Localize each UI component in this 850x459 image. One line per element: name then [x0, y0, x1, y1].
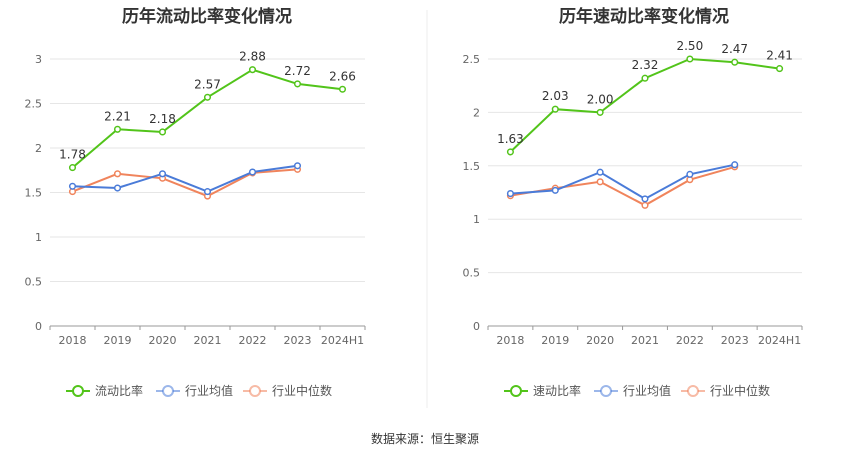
y-tick-label: 1.5 — [463, 160, 481, 173]
x-tick-label: 2020 — [586, 334, 614, 347]
x-tick-label: 2024H1 — [758, 334, 801, 347]
legend-label: 行业均值 — [623, 383, 671, 398]
legend-marker — [249, 385, 261, 397]
data-label: 2.18 — [149, 112, 176, 126]
data-point — [731, 58, 739, 66]
legend-marker — [162, 385, 174, 397]
y-tick-label: 1 — [35, 231, 42, 244]
data-label: 2.50 — [676, 39, 703, 53]
data-label: 2.88 — [239, 50, 266, 64]
legend-label: 速动比率 — [533, 383, 581, 398]
legend-marker — [687, 385, 699, 397]
legend-label: 行业均值 — [185, 383, 233, 398]
series-line — [510, 165, 735, 207]
y-tick-label: 1 — [473, 213, 480, 226]
x-tick-label: 2022 — [239, 334, 267, 347]
data-point — [248, 66, 257, 74]
y-tick-label: 0.5 — [25, 276, 43, 289]
data-point — [686, 170, 694, 178]
data-label: 2.32 — [632, 58, 659, 72]
data-point — [68, 164, 77, 172]
legend-marker — [600, 385, 612, 397]
y-tick-label: 2.5 — [463, 53, 481, 66]
legend-label: 流动比率 — [95, 383, 143, 398]
y-tick-label: 2 — [35, 142, 42, 155]
data-point — [731, 161, 739, 169]
data-label: 1.78 — [59, 148, 86, 162]
data-point — [113, 170, 122, 178]
y-tick-label: 0.5 — [463, 267, 481, 280]
y-tick-label: 2.5 — [25, 98, 43, 111]
y-tick-label: 1.5 — [25, 187, 43, 200]
series-line — [510, 163, 735, 201]
legend-marker — [510, 385, 522, 397]
data-label: 1.63 — [497, 132, 524, 146]
y-tick-label: 3 — [35, 53, 42, 66]
data-point — [551, 186, 559, 194]
current-ratio-chart: 历年流动比率变化情况 0 0.5 1 1.5 2 2.5 3 2018 2019 2020 2021 2… — [25, 6, 366, 398]
data-point — [338, 85, 347, 93]
legend-marker — [72, 385, 84, 397]
data-point — [158, 170, 167, 178]
data-point — [293, 80, 302, 88]
x-tick-label: 2019 — [104, 334, 132, 347]
data-point — [158, 128, 167, 136]
series-line — [509, 57, 780, 153]
data-point — [113, 184, 122, 192]
series-line — [72, 164, 298, 193]
series-line — [72, 168, 298, 198]
data-label: 2.66 — [329, 69, 356, 83]
data-label: 2.57 — [194, 77, 221, 91]
data-point — [641, 74, 649, 82]
x-tick-label: 2021 — [631, 334, 659, 347]
data-label: 2.41 — [766, 49, 793, 63]
x-tick-label: 2023 — [284, 334, 312, 347]
x-tick-label: 2018 — [59, 334, 87, 347]
data-point — [641, 195, 649, 203]
chart-title: 历年速动比率变化情况 — [559, 6, 729, 27]
data-point — [113, 125, 122, 133]
data-point — [293, 162, 302, 170]
x-tick-label: 2019 — [541, 334, 569, 347]
y-tick-label: 2 — [473, 106, 480, 119]
data-point — [506, 148, 514, 156]
x-tick-label: 2023 — [721, 334, 749, 347]
quick-ratio-chart: 历年速动比率变化情况 0 0.5 1 1.5 2 2.5 2018 2019 2020 2021 20… — [463, 6, 803, 398]
x-tick-label: 2024H1 — [321, 334, 364, 347]
data-label: 2.72 — [284, 64, 311, 78]
data-label: 2.47 — [721, 42, 748, 56]
data-point — [596, 178, 604, 186]
data-label: 2.21 — [104, 109, 131, 123]
source-note: 数据来源：恒生聚源 — [371, 431, 479, 446]
y-tick-label: 0 — [35, 320, 42, 333]
data-point — [203, 188, 212, 196]
chart-title: 历年流动比率变化情况 — [122, 6, 292, 27]
data-point — [203, 93, 212, 101]
x-tick-label: 2020 — [149, 334, 177, 347]
data-point — [596, 168, 604, 176]
data-point — [596, 108, 604, 116]
data-point — [776, 65, 784, 73]
y-tick-label: 0 — [473, 320, 480, 333]
data-point — [506, 190, 514, 198]
data-point — [551, 105, 559, 113]
data-label: 2.00 — [587, 92, 614, 106]
data-point — [68, 182, 77, 190]
x-tick-label: 2021 — [194, 334, 222, 347]
legend-label: 行业中位数 — [272, 383, 332, 398]
data-label: 2.03 — [542, 89, 569, 103]
data-point — [641, 201, 649, 209]
data-point — [686, 55, 694, 63]
x-tick-label: 2018 — [496, 334, 524, 347]
x-tick-label: 2022 — [676, 334, 704, 347]
legend-label: 行业中位数 — [710, 383, 770, 398]
data-point — [248, 168, 257, 176]
